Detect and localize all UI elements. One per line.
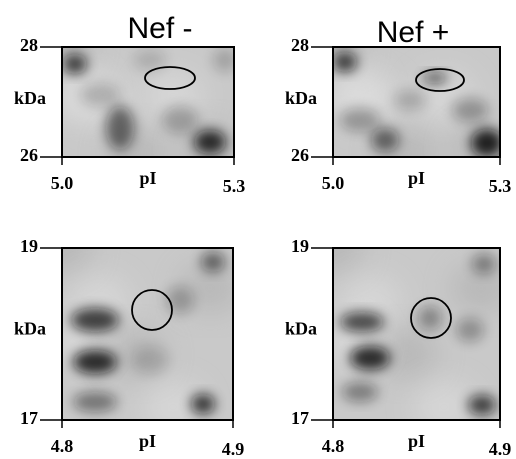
x-tick-label: 4.8	[51, 436, 74, 456]
gel-haze	[143, 382, 203, 420]
gel-border	[61, 247, 234, 421]
gel-spot	[80, 83, 120, 107]
y-tick-label: 26	[20, 145, 38, 165]
x-tick-label: 5.0	[322, 173, 345, 193]
x-tick-label: 5.3	[489, 176, 512, 196]
x-axis-label: pI	[408, 431, 425, 451]
gel-image	[333, 248, 500, 420]
gel-spot	[452, 98, 488, 122]
x-tick-label: 4.9	[489, 439, 512, 459]
gel-spot	[194, 130, 226, 154]
highlight-circle	[415, 68, 465, 92]
gel-haze	[451, 263, 500, 313]
gel-panel: 28 26 kDa 5.0 5.3 pI	[285, 35, 512, 196]
gel-spot	[342, 382, 378, 402]
x-tick-label: 4.9	[222, 439, 245, 459]
gel-spot	[456, 318, 484, 342]
gel-border	[332, 46, 501, 158]
gel-spot	[340, 108, 380, 132]
gel-spot	[71, 308, 119, 332]
x-axis-label: pI	[139, 431, 156, 451]
y-tick-label: 17	[291, 408, 309, 428]
gel-spot	[371, 128, 399, 152]
gel-spot	[162, 106, 198, 134]
highlight-circle	[131, 289, 173, 331]
y-tick-label: 19	[20, 236, 38, 256]
gel-panel: 28 26 kDa 5.0 5.3 pI	[14, 35, 246, 196]
gel-image	[62, 248, 233, 420]
gel-haze	[333, 67, 381, 117]
gel-spot	[471, 129, 500, 157]
gel-panel: 19 17 kDa 4.8 4.9 pI	[14, 236, 245, 459]
y-axis-label: kDa	[285, 88, 317, 108]
gel-spot	[423, 72, 447, 84]
gel-panel: 19 17 kDa 4.8 4.9 pI	[285, 236, 512, 459]
gel-spot	[191, 394, 215, 414]
gel-spot	[106, 106, 134, 150]
gel-spot	[333, 52, 357, 72]
gel-spot	[340, 312, 384, 332]
gel-spot	[418, 306, 442, 330]
y-tick-label: 28	[291, 35, 309, 55]
gel-spot	[73, 350, 117, 374]
gel-image	[333, 47, 500, 157]
highlight-circle	[144, 66, 196, 90]
x-tick-label: 5.3	[223, 176, 246, 196]
gel-spot	[73, 392, 117, 412]
gel-border	[332, 247, 501, 421]
y-axis-label: kDa	[14, 88, 46, 108]
highlight-circle	[410, 297, 452, 339]
column-title: Nef +	[377, 16, 450, 49]
y-tick-label: 19	[291, 236, 309, 256]
gel-haze	[333, 248, 363, 273]
y-tick-label: 28	[20, 35, 38, 55]
gel-spot	[132, 346, 168, 374]
gel-spot	[213, 48, 234, 72]
y-tick-label: 17	[20, 408, 38, 428]
gel-spot	[63, 54, 87, 74]
gel-spot	[134, 50, 166, 70]
gel-spot	[201, 252, 225, 272]
x-axis-label: pI	[139, 168, 156, 188]
y-axis-label: kDa	[14, 319, 46, 339]
gel-haze	[414, 382, 474, 420]
y-tick-label: 26	[291, 145, 309, 165]
gel-spot	[394, 90, 426, 110]
x-axis-label: pI	[408, 168, 425, 188]
gel-haze	[377, 329, 437, 379]
gel-spot	[350, 346, 390, 370]
x-tick-label: 5.0	[51, 173, 74, 193]
gel-border	[61, 46, 235, 158]
gel-spot	[166, 286, 194, 314]
gel-spot	[468, 395, 496, 415]
column-title: Nef -	[127, 12, 192, 45]
gel-spot	[472, 254, 496, 274]
y-axis-label: kDa	[285, 319, 317, 339]
gel-haze	[62, 248, 92, 273]
gel-image	[62, 47, 234, 157]
x-tick-label: 4.8	[322, 436, 345, 456]
